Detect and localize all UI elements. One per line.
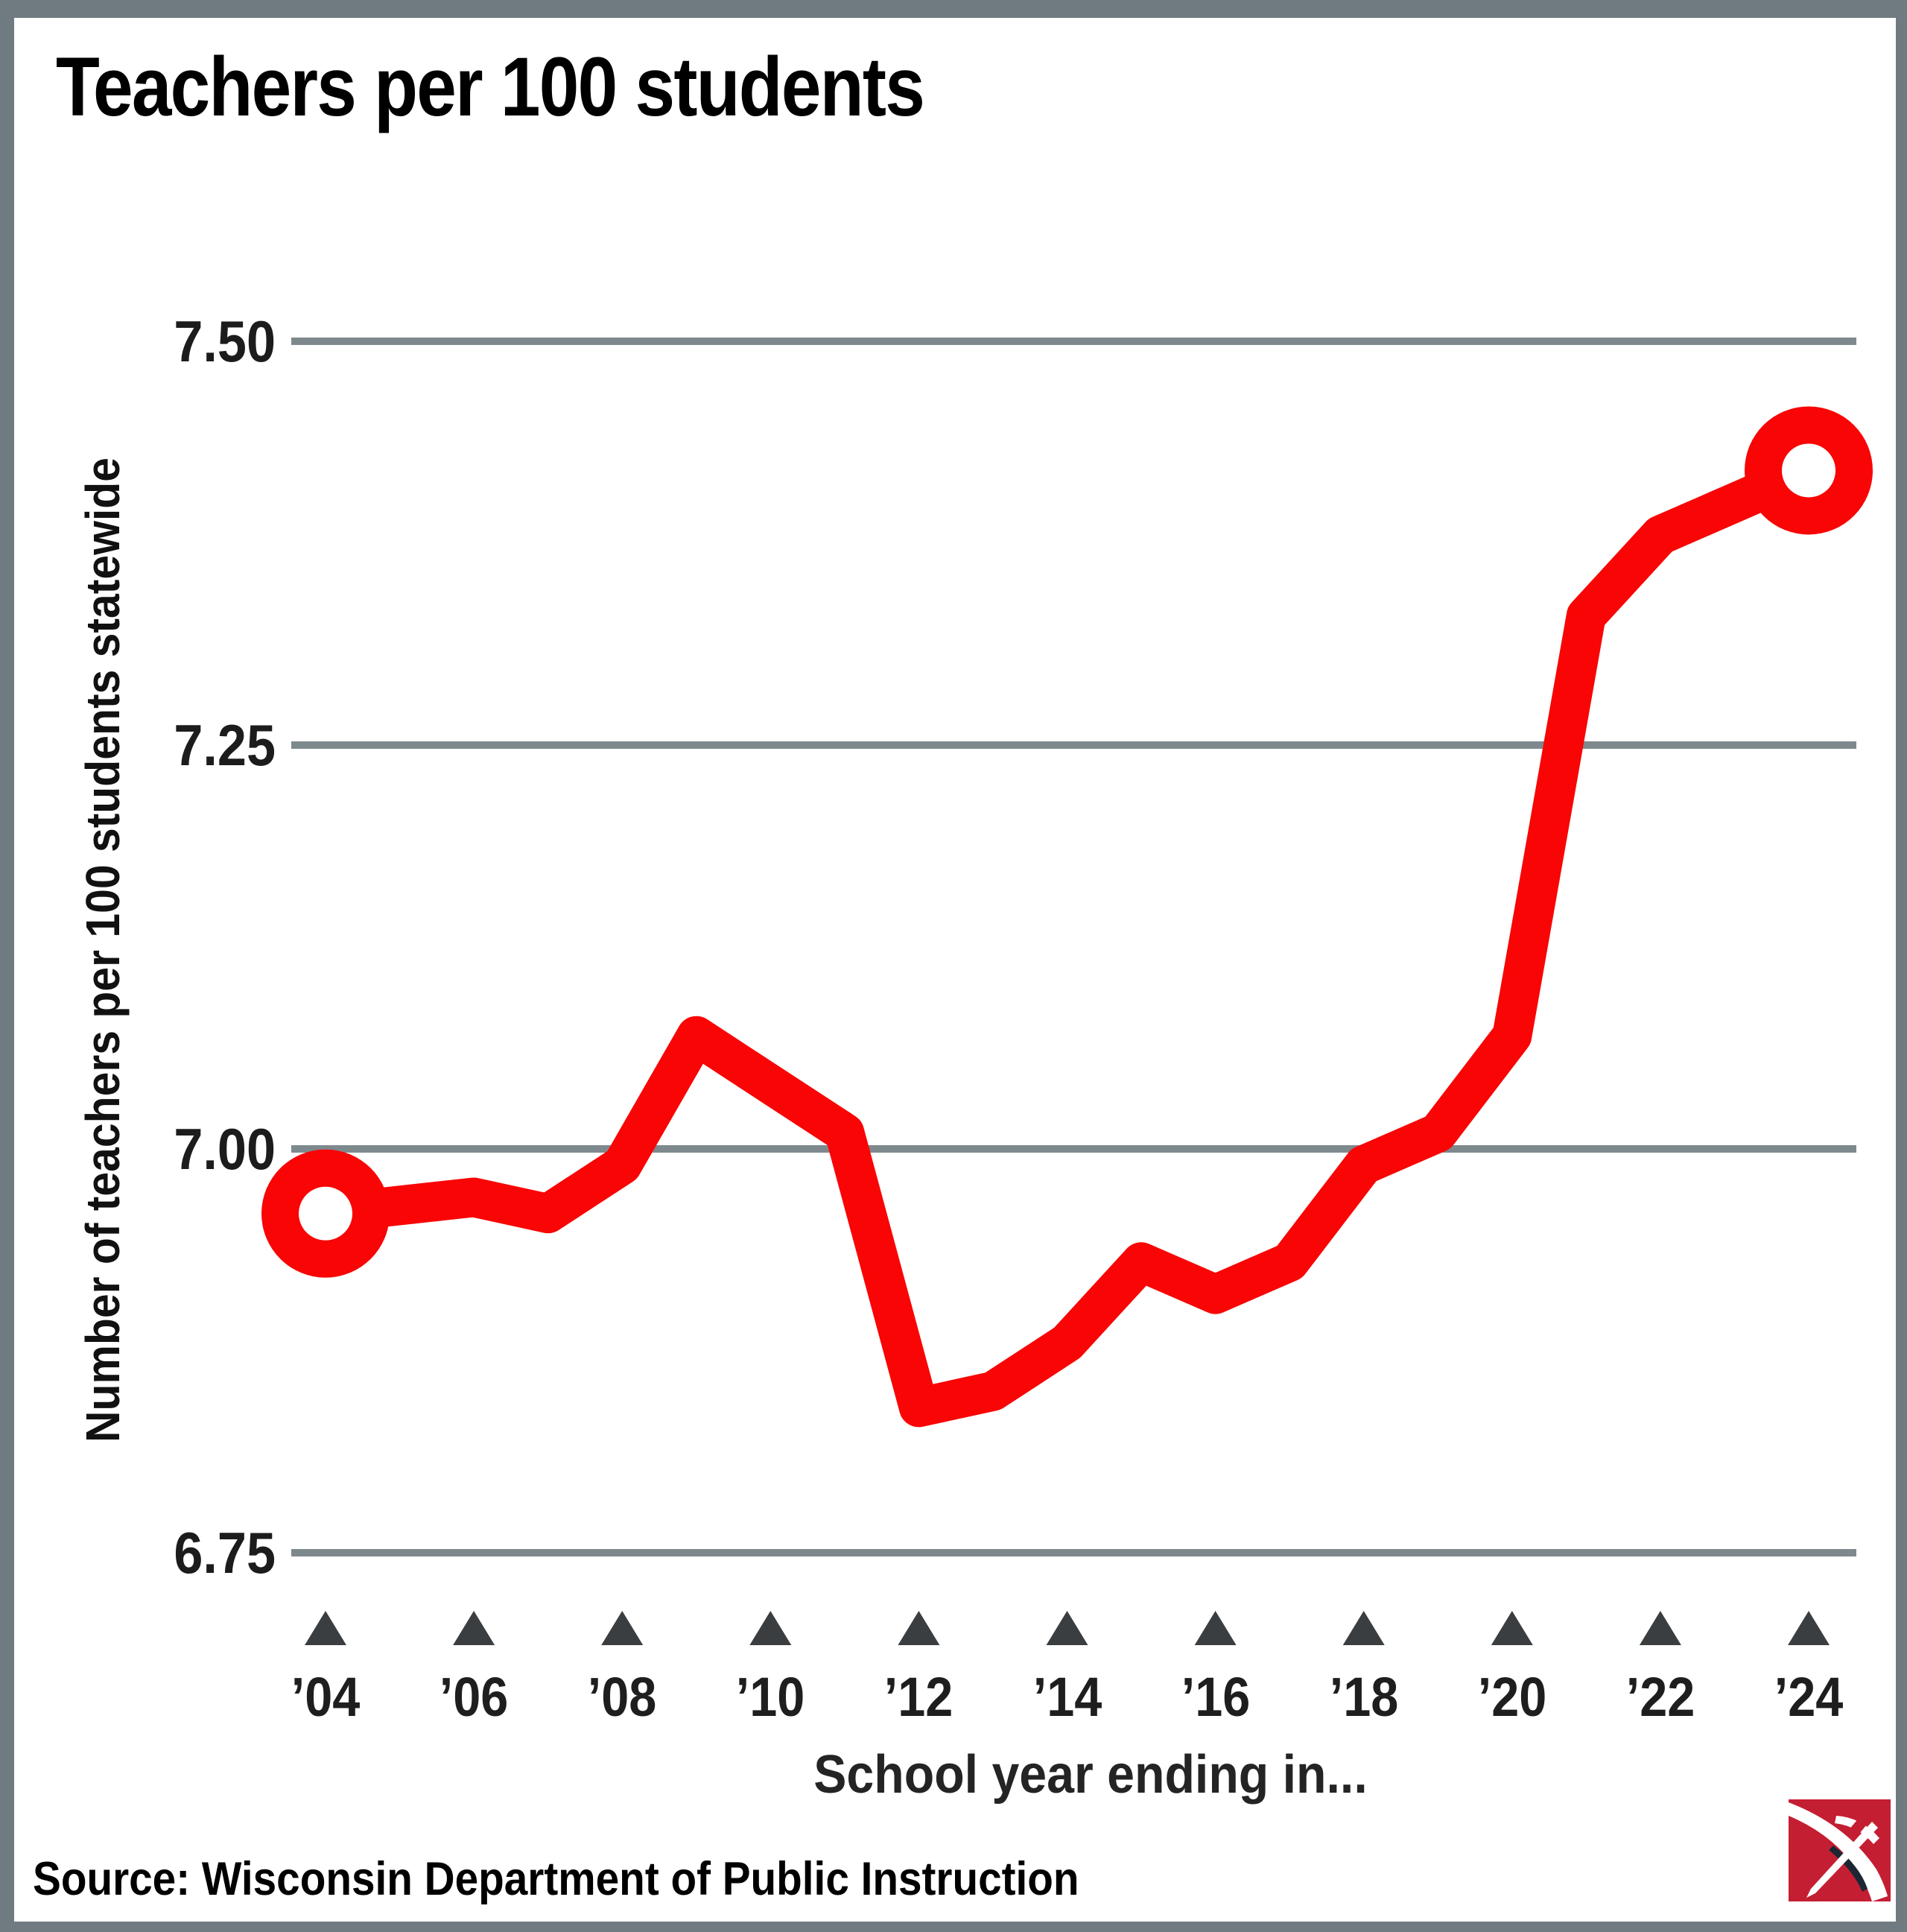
ring-marker-hole-end [1782, 443, 1835, 498]
x-tick-label-2014: ’14 [1032, 1666, 1102, 1728]
logo-pick-handle [1806, 1822, 1878, 1898]
x-tick-triangle-2016 [1194, 1611, 1237, 1645]
y-tick-label-6.75: 6.75 [174, 1520, 276, 1586]
logo-bow-swoosh [1789, 1802, 1888, 1901]
x-tick-label-2020: ’20 [1477, 1666, 1547, 1728]
chart-title: Teachers per 100 students [56, 40, 925, 133]
y-tick-label-7.50: 7.50 [174, 308, 276, 374]
x-tick-triangle-2008 [601, 1611, 644, 1645]
x-tick-triangle-2014 [1046, 1611, 1088, 1645]
data-line [323, 452, 1817, 1428]
y-tick-label-7.00: 7.00 [174, 1116, 276, 1182]
x-tick-triangle-2010 [749, 1611, 792, 1645]
x-tick-triangle-2020 [1491, 1611, 1533, 1645]
x-tick-label-2006: ’06 [439, 1666, 509, 1728]
x-tick-label-2024: ’24 [1774, 1666, 1844, 1728]
wisconsin-watch-logo [1789, 1799, 1891, 1901]
chart-background [14, 18, 1896, 1922]
x-tick-triangle-2006 [453, 1611, 495, 1645]
x-tick-triangle-2022 [1639, 1611, 1681, 1645]
x-tick-label-2012: ’12 [884, 1666, 954, 1728]
logo-dark-sliver [1829, 1846, 1868, 1892]
x-tick-label-2010: ’10 [736, 1666, 805, 1728]
ring-marker-hole-start [299, 1186, 352, 1241]
source-attribution: Source: Wisconsin Department of Public I… [33, 1853, 1079, 1905]
x-tick-label-2008: ’08 [587, 1666, 657, 1728]
x-tick-label-2004: ’04 [291, 1666, 361, 1728]
x-tick-triangle-2004 [305, 1611, 346, 1645]
logo-pick-grip [1850, 1817, 1868, 1834]
x-tick-triangle-2012 [898, 1611, 940, 1645]
x-axis-title: School year ending in... [813, 1745, 1368, 1805]
x-tick-label-2022: ’22 [1625, 1666, 1695, 1728]
x-tick-triangle-2018 [1342, 1611, 1385, 1645]
x-tick-label-2016: ’16 [1181, 1666, 1250, 1728]
x-tick-triangle-2024 [1788, 1611, 1830, 1645]
y-tick-label-7.25: 7.25 [174, 712, 276, 778]
x-tick-label-2018: ’18 [1329, 1666, 1398, 1728]
